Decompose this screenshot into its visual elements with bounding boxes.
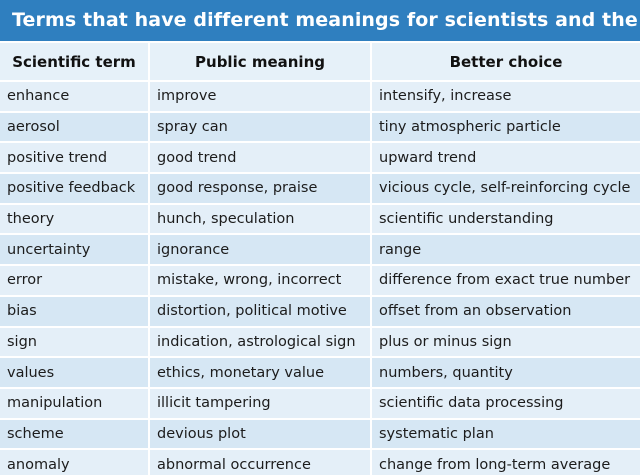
- scientific-term-cell: aerosol: [0, 111, 150, 144]
- scientific-term-cell: anomaly: [0, 449, 150, 475]
- better-choice-cell: numbers, quantity: [371, 357, 640, 389]
- better-choice-cell: offset from an observation: [371, 295, 640, 328]
- better-choice-cell: scientific understanding: [371, 203, 640, 236]
- better-choice-cell: systematic plan: [371, 418, 640, 451]
- public-meaning-cell: distortion, political motive: [149, 295, 372, 328]
- better-choice-cell: vicious cycle, self-reinforcing cycle: [371, 173, 640, 205]
- public-meaning-cell: ethics, monetary value: [149, 357, 372, 389]
- table-row: positive feedback good response, praise vi…: [0, 173, 640, 205]
- table-row: sign indication, astrological sign plus or…: [0, 326, 640, 359]
- better-choice-cell: scientific data processing: [371, 387, 640, 420]
- scientific-term-cell: bias: [0, 295, 150, 328]
- scientific-term-cell: positive trend: [0, 142, 150, 175]
- table-row: aerosol spray can tiny atmospheric particl…: [0, 111, 640, 144]
- scientific-term-cell: error: [0, 265, 150, 297]
- column-header-better-choice: Better choice: [371, 43, 640, 82]
- better-choice-cell: change from long-term average: [371, 449, 640, 475]
- better-choice-cell: upward trend: [371, 142, 640, 175]
- public-meaning-cell: hunch, speculation: [149, 203, 372, 236]
- table-row: anomaly abnormal occurrence change from lo…: [0, 449, 640, 475]
- table-row: theory hunch, speculation scientific under…: [0, 203, 640, 236]
- better-choice-cell: difference from exact true number: [371, 265, 640, 297]
- table-row: error mistake, wrong, incorrect difference…: [0, 265, 640, 297]
- scientific-term-cell: enhance: [0, 81, 150, 113]
- table-row: values ethics, monetary value numbers, qua…: [0, 357, 640, 389]
- column-header-public-meaning: Public meaning: [149, 43, 372, 82]
- table-row: positive trend good trend upward trend: [0, 142, 640, 175]
- public-meaning-cell: indication, astrological sign: [149, 326, 372, 359]
- scientific-term-cell: manipulation: [0, 387, 150, 420]
- better-choice-cell: tiny atmospheric particle: [371, 111, 640, 144]
- public-meaning-cell: abnormal occurrence: [149, 449, 372, 475]
- public-meaning-cell: illicit tampering: [149, 387, 372, 420]
- table-row: manipulation illicit tampering scientific …: [0, 387, 640, 420]
- scientific-term-cell: positive feedback: [0, 173, 150, 205]
- table-row: enhance improve intensify, increase: [0, 81, 640, 113]
- better-choice-cell: intensify, increase: [371, 81, 640, 113]
- scientific-term-cell: theory: [0, 203, 150, 236]
- better-choice-cell: plus or minus sign: [371, 326, 640, 359]
- scientific-term-cell: values: [0, 357, 150, 389]
- scientific-term-cell: scheme: [0, 418, 150, 451]
- scientific-term-cell: sign: [0, 326, 150, 359]
- public-meaning-cell: devious plot: [149, 418, 372, 451]
- column-header-scientific-term: Scientific term: [0, 43, 150, 82]
- table-row: uncertainty ignorance range: [0, 234, 640, 267]
- scientific-term-cell: uncertainty: [0, 234, 150, 267]
- terms-table-body: enhance improve intensify, increase aerosol…: [0, 81, 640, 475]
- public-meaning-cell: mistake, wrong, incorrect: [149, 265, 372, 297]
- better-choice-cell: range: [371, 234, 640, 267]
- public-meaning-cell: spray can: [149, 111, 372, 144]
- table-title: Terms that have different meanings for s…: [0, 0, 640, 43]
- public-meaning-cell: good response, praise: [149, 173, 372, 205]
- public-meaning-cell: improve: [149, 81, 372, 113]
- header-row: Scientific term Public meaning Better ch…: [0, 43, 640, 82]
- table-row: scheme devious plot systematic plan: [0, 418, 640, 451]
- table-row: bias distortion, political motive offset f…: [0, 295, 640, 328]
- terms-table: Scientific term Public meaning Better ch…: [0, 43, 640, 475]
- public-meaning-cell: ignorance: [149, 234, 372, 267]
- public-meaning-cell: good trend: [149, 142, 372, 175]
